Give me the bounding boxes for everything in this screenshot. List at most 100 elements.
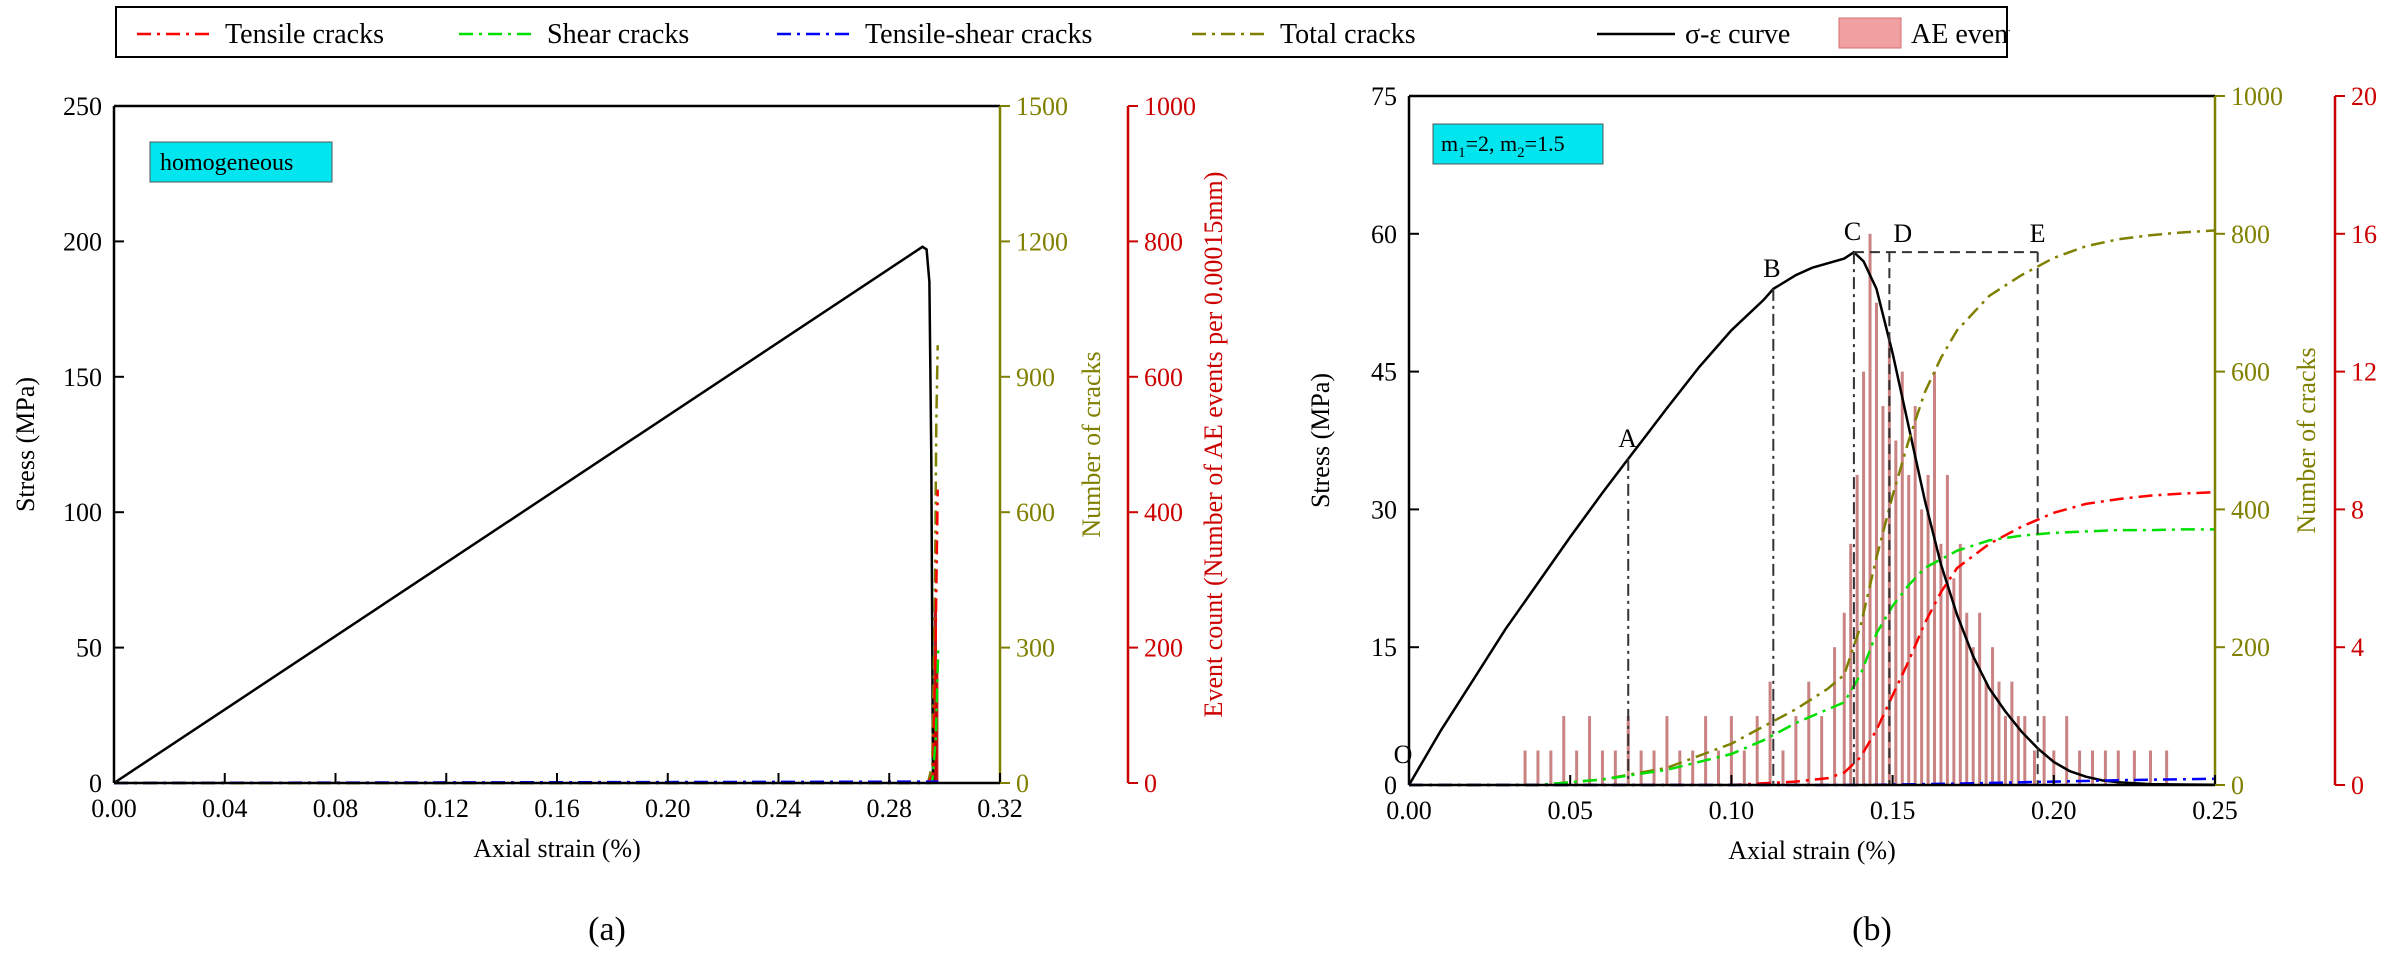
y-tick-label: 15	[1371, 633, 1397, 662]
ae-bar	[2065, 716, 2069, 785]
ae-bar	[2052, 750, 2056, 785]
ae-bar	[1978, 612, 1982, 785]
ae-bar	[1549, 750, 1553, 785]
legend-swatch-ae-events	[1838, 17, 1902, 49]
ae-bar	[1691, 750, 1695, 785]
ae-bar	[1907, 474, 1911, 785]
series-line-tensile-shear-cracks	[1409, 777, 2216, 787]
ae-bar	[1958, 543, 1962, 785]
ae-bar	[1729, 716, 1733, 785]
ae-bar	[1868, 233, 1872, 786]
ae-bar	[1971, 647, 1975, 785]
ae-bar	[2149, 750, 2153, 785]
x-tick-label: 0.32	[977, 794, 1023, 823]
x-tick-label: 0.20	[2031, 796, 2077, 825]
y3-axis-title: Event count (Number of AE events per 0.0…	[1199, 172, 1228, 718]
legend-label-0: Tensile cracks	[225, 19, 384, 50]
x-tick-label: 0.08	[313, 794, 359, 823]
ae-bar	[1820, 716, 1824, 785]
ae-bar	[1626, 716, 1630, 785]
y2-tick-label: 300	[1016, 634, 1055, 663]
stage-label-E: E	[2030, 219, 2046, 248]
ae-bar	[2010, 681, 2014, 785]
y3-tick-label: 8	[2351, 495, 2364, 524]
ae-bar	[2090, 750, 2094, 785]
x-tick-label: 0.20	[645, 794, 691, 823]
legend-label-4: σ-ε curve	[1685, 19, 1790, 50]
ae-bar	[2023, 716, 2027, 785]
ae-bar	[1742, 750, 1746, 785]
ae-bar	[1562, 716, 1566, 785]
y-tick-label: 75	[1371, 82, 1397, 111]
stage-label-D: D	[1893, 219, 1912, 248]
stage-label-B: B	[1763, 254, 1780, 283]
y3-tick-label: 0	[1144, 769, 1157, 798]
y3-tick-label: 1000	[1144, 92, 1196, 121]
ae-bar	[1781, 750, 1785, 785]
x-tick-label: 0.15	[1870, 796, 1916, 825]
x-tick-label: 0.25	[2192, 796, 2238, 825]
ae-bar	[1933, 371, 1937, 785]
y-axis-title: Stress (MPa)	[11, 377, 40, 512]
series-line-total-cracks	[114, 345, 939, 785]
x-tick-label: 0.12	[424, 794, 470, 823]
ae-bar	[1536, 750, 1540, 785]
annotation-text: m1=2, m2=1.5	[1441, 131, 1565, 161]
y2-tick-label: 0	[1016, 769, 1029, 798]
ae-bar	[1523, 750, 1527, 785]
ae-bar	[1855, 474, 1859, 785]
ae-bar	[1600, 750, 1604, 785]
panel-a: 0.00 0.04 0.08 0.12 0.16 0.20 0.24 0.28 0.320501…	[11, 92, 1228, 948]
ae-bar	[1894, 440, 1898, 785]
y-tick-label: 0	[89, 769, 102, 798]
legend-label-5: AE events	[1911, 19, 2010, 50]
ae-bar	[1997, 681, 2001, 785]
annotation-box	[1432, 123, 1604, 165]
y2-tick-label: 0	[2231, 771, 2244, 800]
ae-bar	[1833, 647, 1837, 785]
annotation-text: homogeneous	[160, 150, 293, 176]
y-tick-label: 45	[1371, 358, 1397, 387]
series-line-tensile-cracks	[114, 489, 939, 785]
x-tick-label: 0.00	[1386, 796, 1432, 825]
ae-bar	[1991, 647, 1995, 785]
ae-bar	[1652, 750, 1656, 785]
y3-tick-label: 20	[2351, 82, 2377, 111]
y2-tick-label: 1000	[2231, 82, 2283, 111]
series-line-tensile-cracks	[1409, 490, 2216, 787]
x-tick-label: 0.16	[534, 794, 580, 823]
y-tick-label: 30	[1371, 495, 1397, 524]
ae-bar	[2003, 716, 2007, 785]
ae-bar	[1575, 750, 1579, 785]
y-axis-title: Stress (MPa)	[1306, 373, 1335, 508]
x-tick-label: 0.04	[202, 794, 248, 823]
ae-bar	[1849, 543, 1853, 785]
ae-bar	[1945, 474, 1949, 785]
ae-bar	[1984, 681, 1988, 785]
stage-label-C: C	[1844, 217, 1861, 246]
ae-bar	[2032, 750, 2036, 785]
x-tick-label: 0.24	[756, 794, 802, 823]
ae-bar	[1842, 612, 1846, 785]
legend-label-1: Shear cracks	[547, 19, 689, 50]
legend-label-3: Total cracks	[1280, 19, 1416, 50]
annotation-box	[149, 141, 333, 183]
y2-axis-title: Number of cracks	[2292, 347, 2321, 533]
stage-label-O: O	[1394, 740, 1413, 769]
y2-tick-label: 600	[2231, 358, 2270, 387]
y-tick-label: 0	[1384, 771, 1397, 800]
ae-bar	[1717, 750, 1721, 785]
series-line-shear-cracks	[114, 647, 940, 785]
ae-bar	[1613, 750, 1617, 785]
ae-bar	[1881, 406, 1885, 785]
x-axis-title: Axial strain (%)	[1728, 836, 1896, 865]
ae-bar	[1665, 716, 1669, 785]
x-tick-label: 0.10	[1709, 796, 1755, 825]
legend-label-2: Tensile-shear cracks	[865, 19, 1092, 50]
ae-bar	[1807, 681, 1811, 785]
ae-bar	[1768, 681, 1772, 785]
y3-tick-label: 12	[2351, 358, 2377, 387]
ae-bar	[1926, 474, 1930, 785]
x-tick-label: 0.00	[91, 794, 137, 823]
